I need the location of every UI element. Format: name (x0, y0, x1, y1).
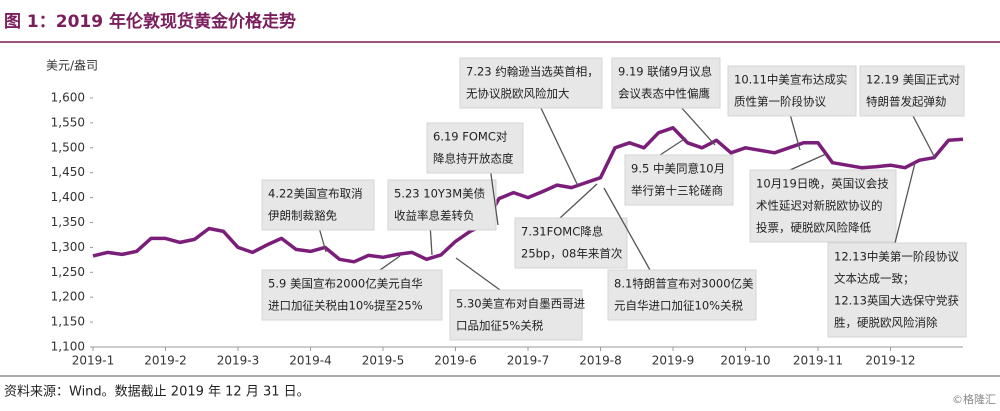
annotation-text: 25bp，08年来首次 (521, 247, 623, 261)
annotation-leader (789, 113, 801, 151)
y-tick-label: 1,500 (51, 140, 85, 154)
annotation-text: 12.13中美第一阶段协议 (834, 250, 959, 264)
annotation-leader (911, 113, 936, 159)
y-tick-label: 1,250 (51, 265, 85, 279)
x-tick-label: 2019-8 (579, 354, 622, 368)
annotation-leader (489, 166, 499, 226)
annotation-box (607, 269, 757, 321)
annotation-text: 12.19 美国正式对 (866, 73, 961, 87)
annotation-text: 术性延迟对新脱欧协议的 (756, 199, 883, 213)
y-tick-label: 1,300 (51, 240, 85, 254)
y-tick-label: 1,450 (51, 165, 85, 179)
annotation-text: 胜，硬脱欧风险消除 (834, 316, 938, 330)
annotation-box (261, 269, 443, 321)
annotation-text: 收益率息差转负 (394, 209, 475, 223)
x-tick-label: 2019-10 (720, 354, 770, 368)
y-tick-label: 1,350 (51, 215, 85, 229)
x-tick-label: 2019-4 (289, 354, 332, 368)
annotation-box (727, 65, 857, 117)
annotation-text: 8.1特朗普宣布对3000亿美 (614, 277, 754, 291)
annotation-box (426, 122, 524, 174)
annotation-text: 举行第十三轮磋商 (631, 184, 723, 198)
x-tick-label: 2019-11 (793, 354, 843, 368)
x-tick-label: 2019-1 (72, 354, 115, 368)
annotation-leader (455, 257, 501, 291)
price-line (92, 126, 964, 264)
annotation-leader (659, 137, 687, 156)
x-tick-label: 2019-12 (865, 354, 915, 368)
annotation-box (749, 169, 897, 243)
annotation-text: 6.19 FOMC对 (433, 130, 508, 144)
annotation-text: 7.31FOMC降息 (521, 225, 603, 239)
annotation-text: 10.11中美宣布达成实 (734, 73, 847, 87)
x-tick-label: 2019-2 (144, 354, 187, 368)
annotation-leader (603, 187, 651, 271)
annotation-text: 口品加征5%关税 (456, 319, 544, 333)
y-axis-label: 美元/盎司 (46, 59, 98, 73)
annotation-text: 降息持开放态度 (433, 152, 514, 166)
annotation-leader (559, 183, 598, 219)
annotation-box (449, 289, 583, 341)
annotation-text: 9.5 中美同意10月 (631, 162, 725, 176)
annotation-leader (539, 105, 579, 187)
y-tick-label: 1,100 (51, 340, 85, 354)
annotation-text: 质性第一阶段协议 (734, 95, 826, 109)
y-tick-label: 1,550 (51, 115, 85, 129)
annotation-box (611, 57, 721, 109)
x-tick-label: 2019-9 (652, 354, 695, 368)
annotation-text: 文本达成一致； (834, 272, 915, 286)
annotation-text: 元自华进口加征10%关税 (614, 299, 744, 313)
source: 资料来源：Wind。数据截止 2019 年 12 月 31 日。 (4, 385, 310, 400)
annotation-text: 5.9 美国宣布2000亿美元自华 (268, 277, 423, 291)
annotation-leader (789, 153, 827, 171)
y-tick-label: 1,600 (51, 90, 85, 104)
annotation-box (514, 217, 628, 269)
annotation-box (459, 57, 603, 109)
annotation-box (261, 179, 375, 231)
annotation-box (624, 154, 734, 206)
x-tick-label: 2019-7 (507, 354, 550, 368)
annotation-text: 无协议脱欧风险加大 (466, 87, 570, 101)
annotation-text: 会议表态中性偏鹰 (618, 87, 710, 101)
x-tick-label: 2019-6 (434, 354, 477, 368)
annotation-text: 特朗普发起弹劾 (866, 95, 947, 109)
y-tick-label: 1,200 (51, 290, 85, 304)
chart-title: 图 1：2019 年伦敦现货黄金价格走势 (4, 11, 296, 32)
annotation-text: 9.19 联储9月议息 (618, 65, 712, 79)
annotation-leader (679, 105, 716, 146)
annotation-leader (379, 255, 401, 271)
annotation-box (859, 65, 965, 117)
annotation-text: 进口加征关税由10%提至25% (268, 299, 423, 313)
annotation-text: 5.23 10Y3M美债 (394, 187, 485, 201)
annotation-text: 5.30美宣布对自墨西哥进 (456, 297, 586, 311)
annotation-text: 12.13英国大选保守党获 (834, 294, 959, 308)
watermark: ©格隆汇 (952, 392, 996, 406)
annotation-text: 投票，硬脱欧风险降低 (756, 221, 871, 235)
annotation-text: 伊朗制裁豁免 (268, 209, 337, 223)
x-tick-label: 2019-5 (362, 354, 405, 368)
annotation-text: 4.22美国宣布取消 (268, 187, 363, 201)
annotation-text: 7.23 约翰逊当选英首相， (466, 65, 599, 79)
y-tick-label: 1,150 (51, 315, 85, 329)
y-tick-label: 1,400 (51, 190, 85, 204)
annotation-leader (894, 162, 916, 244)
x-tick-label: 2019-3 (217, 354, 260, 368)
annotation-box (827, 242, 967, 338)
annotation-text: 10月19日晚，英国议会技 (756, 177, 889, 191)
annotation-box (387, 179, 497, 231)
